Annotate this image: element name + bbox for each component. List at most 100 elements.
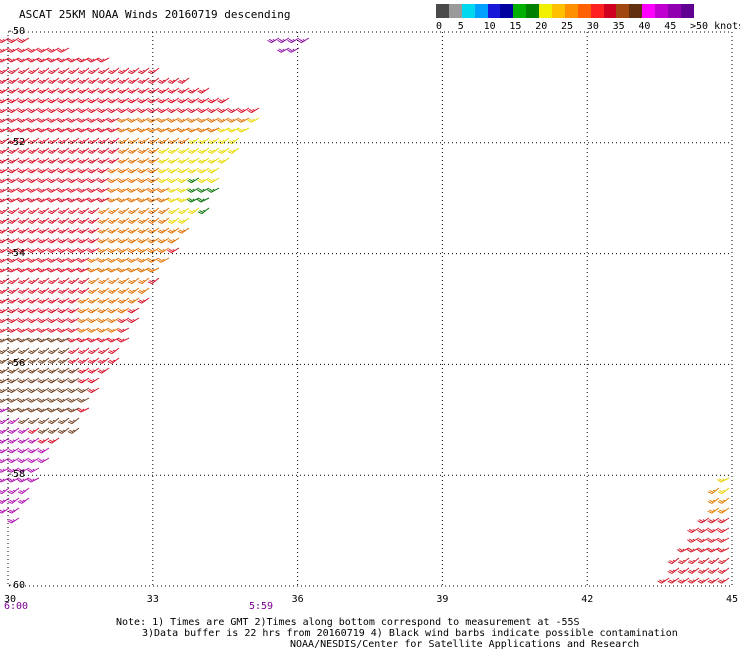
legend-label: 15 bbox=[509, 21, 522, 32]
wind-barb bbox=[167, 147, 180, 154]
wind-barb bbox=[7, 287, 20, 294]
wind-barb bbox=[97, 247, 110, 254]
wind-barb bbox=[167, 197, 180, 203]
wind-barb bbox=[27, 417, 40, 425]
wind-barb bbox=[127, 127, 140, 133]
wind-barb bbox=[7, 297, 20, 304]
wind-barb bbox=[47, 77, 60, 84]
wind-barb bbox=[47, 437, 60, 444]
wind-barb bbox=[87, 247, 100, 254]
wind-barb bbox=[97, 277, 110, 285]
wind-barb bbox=[207, 187, 220, 193]
wind-barb bbox=[107, 107, 120, 114]
legend-label: 35 bbox=[612, 21, 625, 32]
wind-barb bbox=[247, 107, 260, 114]
wind-barb bbox=[0, 47, 10, 53]
wind-barb bbox=[137, 147, 150, 154]
wind-barb bbox=[107, 197, 120, 203]
wind-barb bbox=[97, 107, 110, 114]
wind-barb bbox=[107, 137, 120, 145]
wind-barb bbox=[147, 157, 160, 164]
wind-barb bbox=[17, 437, 30, 444]
wind-barb bbox=[37, 257, 50, 263]
wind-barb bbox=[77, 347, 90, 355]
note-line-3: NOAA/NESDIS/Center for Satellite Applica… bbox=[290, 639, 640, 650]
wind-barb bbox=[77, 137, 90, 145]
wind-barb bbox=[27, 347, 40, 355]
wind-barb bbox=[7, 517, 20, 524]
wind-barb bbox=[7, 67, 20, 75]
wind-barb bbox=[87, 217, 100, 224]
wind-barb bbox=[117, 97, 130, 104]
wind-barb bbox=[117, 247, 130, 254]
wind-barb bbox=[167, 217, 180, 224]
wind-barb bbox=[127, 317, 140, 324]
wind-barb bbox=[47, 257, 60, 263]
legend-label: 0 bbox=[436, 21, 443, 32]
wind-barb bbox=[17, 187, 30, 193]
wind-barb bbox=[27, 237, 40, 244]
wind-barb bbox=[117, 117, 130, 123]
wind-barb bbox=[77, 337, 90, 343]
wind-barb bbox=[77, 277, 90, 285]
wind-barb bbox=[137, 227, 150, 234]
wind-barb bbox=[17, 397, 30, 403]
wind-barb bbox=[147, 117, 160, 123]
legend-label: 45 bbox=[664, 21, 677, 32]
wind-barb bbox=[117, 277, 130, 285]
wind-barb bbox=[117, 237, 130, 244]
wind-barb bbox=[127, 187, 140, 193]
wind-barb bbox=[157, 117, 170, 123]
wind-barb bbox=[7, 437, 20, 444]
wind-barb bbox=[27, 437, 40, 444]
wind-barb bbox=[77, 117, 90, 123]
longitude-label: 33 bbox=[146, 594, 159, 605]
wind-barb bbox=[57, 347, 70, 355]
wind-barb bbox=[0, 207, 10, 215]
wind-barb bbox=[87, 357, 100, 364]
wind-barb bbox=[37, 397, 50, 403]
wind-barb bbox=[97, 187, 110, 193]
time-label: 6:00 bbox=[4, 601, 29, 612]
wind-barb bbox=[67, 87, 80, 94]
wind-barb bbox=[117, 127, 130, 133]
wind-barb bbox=[47, 67, 60, 75]
wind-barb bbox=[57, 277, 70, 285]
wind-barb bbox=[97, 217, 110, 224]
wind-barb bbox=[227, 127, 240, 133]
wind-barb bbox=[7, 457, 20, 464]
wind-barb bbox=[27, 307, 40, 314]
wind-barb bbox=[167, 207, 180, 215]
wind-barb bbox=[187, 197, 200, 203]
wind-barb bbox=[7, 427, 20, 434]
wind-barb bbox=[37, 127, 50, 133]
wind-barb bbox=[67, 397, 80, 403]
wind-barb bbox=[107, 177, 120, 184]
wind-barb bbox=[0, 147, 10, 154]
legend-swatch bbox=[616, 4, 630, 18]
wind-barb bbox=[117, 77, 130, 84]
wind-barb bbox=[707, 517, 720, 524]
wind-barb bbox=[57, 127, 70, 133]
wind-barb bbox=[37, 57, 50, 63]
wind-barb bbox=[77, 367, 90, 374]
wind-barb bbox=[17, 217, 30, 224]
wind-barb bbox=[87, 377, 100, 384]
wind-barb bbox=[27, 427, 40, 434]
wind-barb bbox=[37, 447, 50, 454]
wind-barb bbox=[37, 287, 50, 294]
wind-barb bbox=[97, 67, 110, 75]
wind-barb bbox=[0, 317, 10, 324]
wind-barb bbox=[67, 417, 80, 425]
wind-barb bbox=[17, 127, 30, 133]
wind-barb bbox=[0, 167, 10, 174]
wind-barb bbox=[67, 337, 80, 343]
wind-barb bbox=[27, 357, 40, 364]
wind-barb bbox=[197, 137, 210, 145]
wind-barb bbox=[117, 337, 130, 343]
wind-barb bbox=[107, 67, 120, 75]
wind-barb bbox=[67, 67, 80, 75]
wind-barb bbox=[127, 87, 140, 94]
wind-barb bbox=[87, 207, 100, 215]
